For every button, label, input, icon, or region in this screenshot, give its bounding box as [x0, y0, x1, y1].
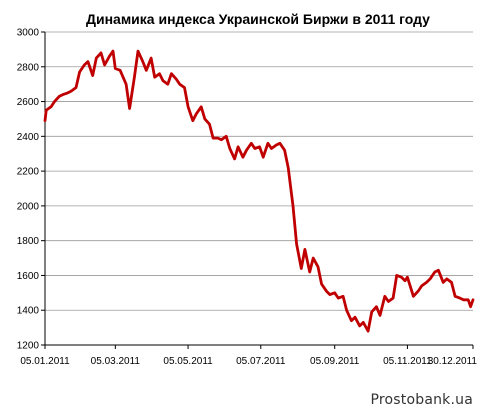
y-tick-label: 1200: [17, 341, 40, 352]
gridlines: [45, 31, 473, 311]
y-tick-label: 2200: [17, 167, 40, 178]
chart-title: Динамика индекса Украинской Биржи в 2011…: [86, 11, 430, 27]
series-group: [43, 49, 475, 333]
y-tick-label: 1600: [17, 271, 40, 282]
x-tick-label: 05.01.2011: [20, 356, 70, 367]
y-tick-label: 2600: [17, 97, 40, 108]
x-tick-label: 05.07.2011: [236, 356, 286, 367]
y-tick-label: 1800: [17, 236, 40, 247]
watermark-text: Prostobank.ua: [370, 392, 473, 408]
x-tick-label: 05.05.2011: [163, 356, 213, 367]
y-tick-label: 2800: [17, 62, 40, 73]
x-tick-label: 05.09.2011: [310, 356, 360, 367]
y-tick-label: 3000: [17, 28, 40, 39]
x-tick-label: 30.12.2011: [428, 356, 478, 367]
y-tick-label: 2400: [17, 132, 40, 143]
y-tick-label: 2000: [17, 201, 40, 212]
y-tick-label: 1400: [17, 306, 40, 317]
x-tick-label: 05.03.2011: [91, 356, 141, 367]
y-tick-labels: 1200 1400 1600 1800 2000 2200 2400 2600 2800 3000: [17, 28, 40, 352]
x-tick-labels: 05.01.2011 05.03.2011 05.05.2011 05.07.2011…: [20, 356, 477, 367]
axes: [41, 31, 474, 349]
x-tick-label: 05.11.2011: [383, 356, 432, 367]
series-line: [43, 49, 475, 333]
